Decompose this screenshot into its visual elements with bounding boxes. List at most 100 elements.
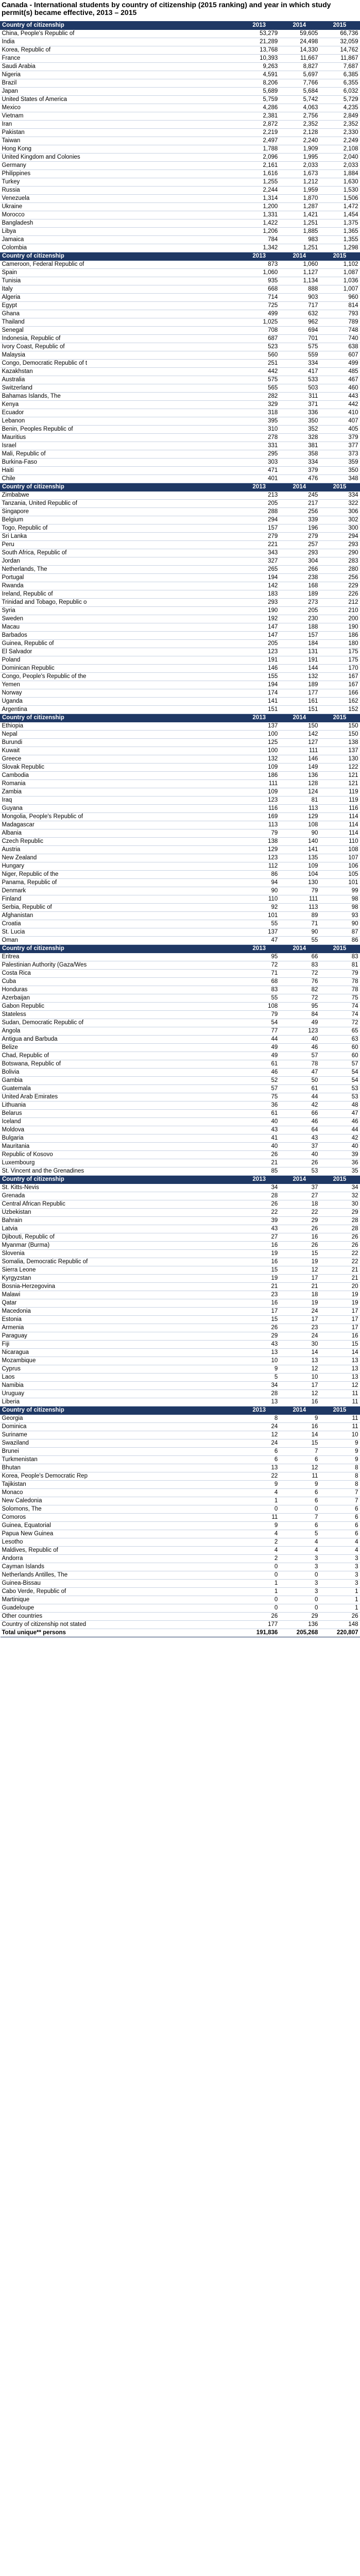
table-row: Vietnam 2,381 2,756 2,849 xyxy=(0,112,360,121)
country-cell: India xyxy=(0,38,239,46)
count-cell: 348 xyxy=(319,474,360,483)
country-cell: Gabon Republic xyxy=(0,1002,239,1011)
count-cell: 60 xyxy=(319,1052,360,1060)
report: Canada - International students by count… xyxy=(0,1,360,1637)
count-cell: 60 xyxy=(319,1043,360,1052)
count-cell: 2,219 xyxy=(239,128,280,137)
count-cell: 46 xyxy=(239,1068,280,1077)
column-header-year: 2013 xyxy=(238,944,280,953)
column-header-year: 2015 xyxy=(319,252,360,261)
country-cell: United Arab Emirates xyxy=(0,1093,239,1101)
count-cell: 86 xyxy=(319,936,360,945)
country-cell: Japan xyxy=(0,87,239,96)
count-cell: 65 xyxy=(319,1027,360,1036)
count-cell: 8 xyxy=(319,1480,360,1489)
count-cell: 8,206 xyxy=(239,79,280,88)
table-row: Austria 129 141 108 xyxy=(0,845,360,854)
country-cell: Argentina xyxy=(0,705,239,714)
table-row: China, People's Republic of 53,279 59,605 6… xyxy=(0,29,360,38)
count-cell: 4 xyxy=(279,1546,320,1555)
table-row: Burundi 125 127 138 xyxy=(0,738,360,747)
count-cell: 226 xyxy=(319,590,360,599)
table-row: Lesotho 2 4 4 xyxy=(0,1538,360,1547)
count-cell: 144 xyxy=(279,664,320,673)
table-row: Swaziland 24 15 9 xyxy=(0,1439,360,1448)
table-row: Brunei 6 7 9 xyxy=(0,1447,360,1456)
count-cell: 19 xyxy=(239,1274,280,1283)
table-row: Ghana 499 632 793 xyxy=(0,310,360,318)
count-cell: 9 xyxy=(239,1365,280,1374)
count-cell: 334 xyxy=(319,491,360,500)
column-header-year: 2013 xyxy=(238,21,280,30)
country-cell: Guadeloupe xyxy=(0,1604,239,1613)
count-cell: 105 xyxy=(319,870,360,879)
count-cell: 108 xyxy=(279,821,320,829)
count-cell: 28 xyxy=(319,1225,360,1233)
table-row: Gabon Republic 108 95 74 xyxy=(0,1002,360,1011)
count-cell: 16 xyxy=(279,1233,320,1242)
count-cell: 184 xyxy=(279,639,320,648)
table-row: New Caledonia 1 6 7 xyxy=(0,1497,360,1505)
table-row: Eritrea 95 66 83 xyxy=(0,953,360,961)
country-cell: Georgia xyxy=(0,1414,239,1423)
count-cell: 30 xyxy=(279,1340,320,1349)
count-cell: 42 xyxy=(319,1134,360,1143)
count-cell: 191 xyxy=(239,656,280,665)
count-cell: 129 xyxy=(279,812,320,821)
count-cell: 27 xyxy=(279,1192,320,1200)
count-cell: 79 xyxy=(239,1010,280,1019)
count-cell: 9 xyxy=(319,1455,360,1464)
count-cell: 485 xyxy=(319,367,360,376)
table-row: Jamaica 784 983 1,355 xyxy=(0,235,360,244)
count-cell: 379 xyxy=(279,466,320,475)
count-cell: 39 xyxy=(239,1216,280,1225)
country-cell: Dominica xyxy=(0,1422,239,1431)
table-row: Japan 5,689 5,684 6,032 xyxy=(0,87,360,96)
count-cell: 81 xyxy=(319,961,360,970)
table-row: Niger, Republic of the 86 104 105 xyxy=(0,870,360,879)
count-cell: 113 xyxy=(239,821,280,829)
table-row: Albania 79 90 114 xyxy=(0,829,360,838)
country-cell: Angola xyxy=(0,1027,239,1036)
table-row: Liberia 13 16 11 xyxy=(0,1398,360,1406)
count-cell: 26 xyxy=(319,1233,360,1242)
table-row: Azerbaijan 55 72 75 xyxy=(0,994,360,1003)
country-cell: Republic of Kosovo xyxy=(0,1150,239,1159)
column-header-year: 2013 xyxy=(238,1175,280,1184)
count-cell: 55 xyxy=(279,936,320,945)
count-cell: 123 xyxy=(279,1027,320,1036)
count-cell: 127 xyxy=(279,738,320,747)
column-header-year: 2014 xyxy=(279,483,320,492)
count-cell: 78 xyxy=(319,977,360,986)
count-cell: 21 xyxy=(319,1274,360,1283)
count-cell: 3 xyxy=(319,1563,360,1571)
table-row: Bolivia 46 47 54 xyxy=(0,1068,360,1077)
count-cell: 793 xyxy=(319,310,360,318)
count-cell: 55 xyxy=(239,920,280,928)
table-row: Chile 401 476 348 xyxy=(0,474,360,483)
count-cell: 701 xyxy=(279,334,320,343)
table-row: Martinique 0 0 1 xyxy=(0,1596,360,1604)
country-cell: Congo, People's Republic of the xyxy=(0,672,239,681)
country-cell: Sweden xyxy=(0,615,239,623)
count-cell: 53 xyxy=(319,1084,360,1093)
country-cell: Laos xyxy=(0,1373,239,1382)
count-cell: 14 xyxy=(279,1431,320,1439)
count-cell: 694 xyxy=(279,326,320,335)
count-cell: 109 xyxy=(279,862,320,871)
count-cell: 1,134 xyxy=(279,277,320,285)
count-cell: 4 xyxy=(239,1488,280,1497)
count-cell: 282 xyxy=(239,392,280,401)
count-cell: 125 xyxy=(239,738,280,747)
count-cell: 293 xyxy=(239,598,280,607)
count-cell: 189 xyxy=(279,681,320,689)
count-cell: 708 xyxy=(239,326,280,335)
count-cell: 13 xyxy=(239,1398,280,1406)
count-cell: 35 xyxy=(319,1167,360,1176)
count-cell: 714 xyxy=(239,293,280,302)
count-cell: 1,298 xyxy=(319,244,360,252)
count-cell: 34 xyxy=(239,1183,280,1192)
table-row: Switzerland 565 503 460 xyxy=(0,384,360,393)
count-cell: 1,342 xyxy=(239,244,280,252)
count-cell: 16 xyxy=(279,1422,320,1431)
